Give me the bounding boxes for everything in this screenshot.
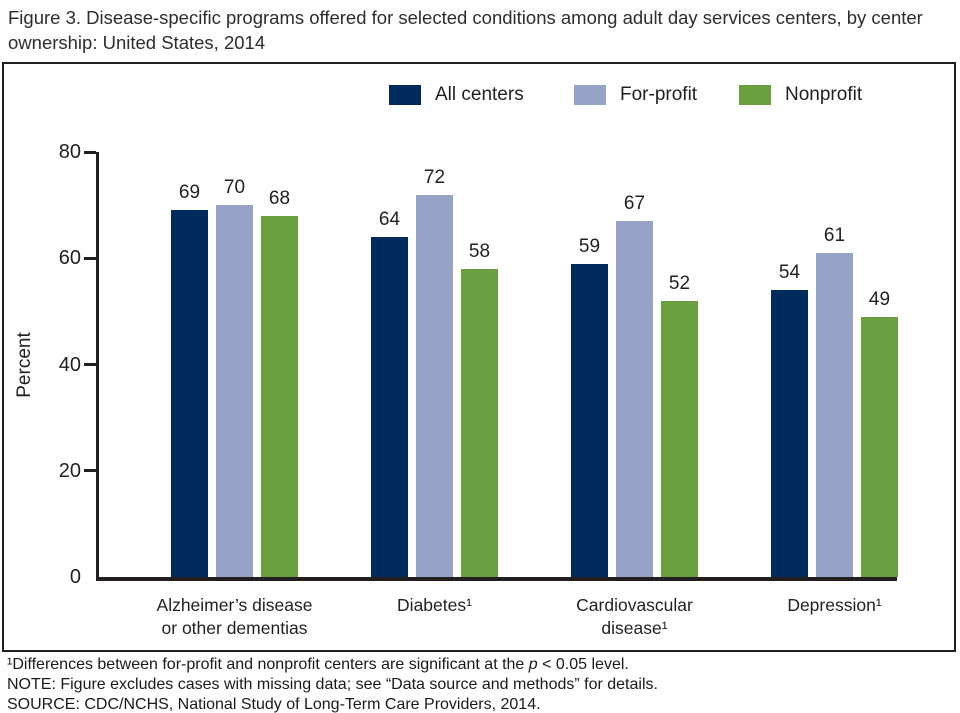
- x-category-label-3: Depression¹: [787, 595, 882, 615]
- bar-for-profit: [616, 221, 653, 577]
- bar-value-label: 52: [668, 272, 691, 294]
- bar-value-label: 70: [223, 177, 246, 199]
- bar-nonprofit: [261, 215, 298, 577]
- bar-value-label: 72: [423, 166, 446, 188]
- bar-for-profit: [816, 252, 853, 577]
- legend-swatch-icon: [574, 85, 606, 105]
- bar-value-label: 54: [778, 262, 801, 284]
- bar-group-2: 59 67 52: [571, 152, 698, 577]
- y-axis-tick: [84, 469, 96, 473]
- x-category-label-0: Alzheimer’s disease or other dementias: [156, 595, 313, 638]
- bar-value-label: 67: [623, 193, 646, 215]
- bar-value-label: 69: [178, 182, 201, 204]
- y-axis-tick-label: 0: [69, 566, 81, 588]
- chart-panel: All centers For-profit Nonprofit Percent 0…: [2, 62, 956, 652]
- x-category-label-1: Diabetes¹: [397, 595, 472, 615]
- x-category-label-2: Cardiovascular disease¹: [576, 595, 693, 638]
- bar-all-centers: [171, 210, 208, 577]
- bar-all-centers: [371, 237, 408, 577]
- bar-value-label: 59: [578, 235, 601, 257]
- y-axis-tick-label: 60: [58, 247, 81, 270]
- figure-title: Figure 3. Disease-specific programs offe…: [8, 7, 923, 53]
- bar-value-label: 64: [378, 209, 401, 230]
- footnote-significance: ¹Differences between for-profit and nonp…: [7, 656, 629, 673]
- bar-all-centers: [771, 290, 808, 577]
- y-axis-tick-label: 20: [58, 459, 81, 482]
- bar-value-label: 49: [868, 288, 891, 310]
- bar-value-label: 61: [823, 224, 846, 246]
- legend-swatch-icon: [389, 85, 421, 105]
- legend-label: All centers: [435, 84, 524, 105]
- y-axis-tick: [84, 256, 96, 260]
- legend-label: Nonprofit: [785, 84, 863, 105]
- bar-for-profit: [416, 194, 453, 577]
- bar-group-3: 54 61 49: [771, 152, 898, 577]
- y-axis-tick-label: 40: [58, 353, 81, 376]
- legend-label: For-profit: [620, 84, 698, 105]
- bar-group-0: 69 70 68: [171, 152, 298, 577]
- bar-all-centers: [571, 263, 608, 577]
- bar-nonprofit: [661, 300, 698, 577]
- y-axis-tick-label: 80: [58, 141, 81, 163]
- bar-nonprofit: [461, 268, 498, 577]
- chart-legend: All centers For-profit Nonprofit: [4, 84, 954, 108]
- footnotes: ¹Differences between for-profit and nonp…: [7, 655, 953, 713]
- y-axis-tick: [84, 150, 96, 154]
- p-value-symbol: p: [528, 656, 538, 673]
- legend-swatch-icon: [739, 85, 771, 105]
- y-axis-tick: [84, 363, 96, 366]
- bar-nonprofit: [861, 316, 898, 577]
- bar-value-label: 68: [268, 187, 291, 209]
- bar-for-profit: [216, 205, 253, 577]
- footnote-note: NOTE: Figure excludes cases with missing…: [7, 676, 658, 693]
- bar-group-1: 64 72 58: [371, 152, 498, 577]
- footnote-source: SOURCE: CDC/NCHS, National Study of Long…: [7, 696, 541, 713]
- bar-value-label: 58: [468, 240, 491, 262]
- y-axis-title: Percent: [14, 332, 35, 398]
- plot-area: 0 20 40 60 80 69 70 68 64 72 58 59 67 52 54 61 49: [59, 141, 898, 588]
